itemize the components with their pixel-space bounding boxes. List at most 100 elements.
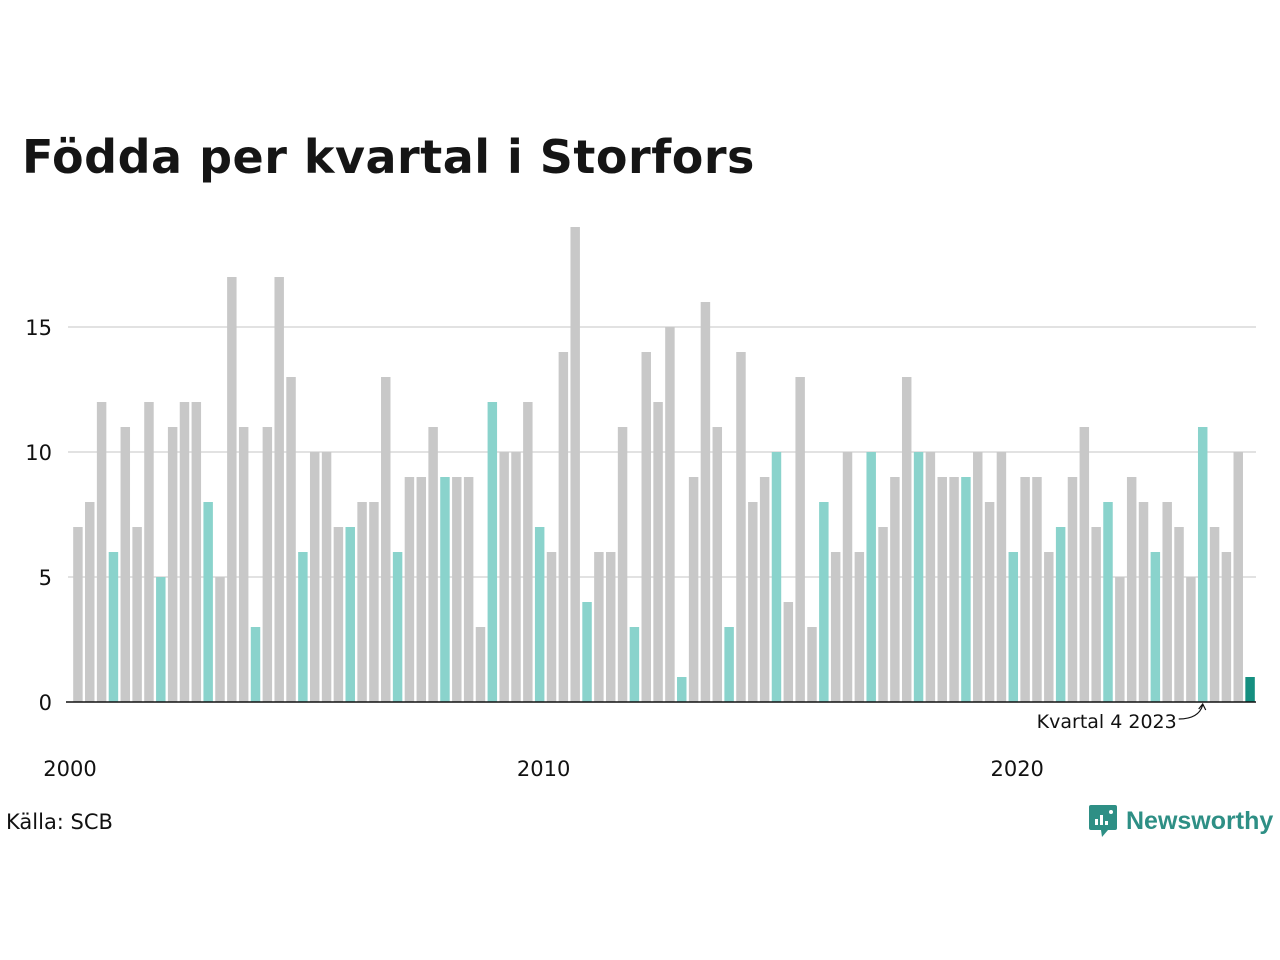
bar	[321, 452, 332, 702]
bar	[996, 452, 1007, 702]
bar	[795, 377, 805, 702]
bar	[250, 627, 261, 702]
bar	[1209, 527, 1220, 702]
bar	[842, 452, 853, 702]
bar	[712, 427, 723, 702]
latest-annotation: Kvartal 4 2023	[1037, 702, 1207, 733]
bar	[1115, 577, 1125, 702]
bar	[499, 452, 509, 702]
bar	[830, 552, 841, 702]
bar	[1008, 552, 1019, 702]
bar	[665, 327, 675, 702]
brand-logo[interactable]: Newsworthy	[1088, 803, 1273, 839]
x-tick-label: 2010	[517, 757, 570, 781]
bar	[73, 527, 83, 702]
bar	[1197, 427, 1208, 702]
x-tick-label: 2000	[43, 757, 96, 781]
bar	[1221, 552, 1232, 702]
bar	[1138, 502, 1149, 702]
bar	[1103, 502, 1113, 702]
bar	[1020, 477, 1030, 702]
bar	[1091, 527, 1101, 702]
bar	[546, 552, 557, 702]
bar	[85, 502, 95, 702]
bar	[274, 277, 284, 702]
bar	[700, 302, 711, 702]
bar	[605, 552, 616, 702]
bar	[937, 477, 947, 702]
newsworthy-logo-icon	[1089, 805, 1117, 837]
bar	[286, 377, 296, 702]
y-axis-ticks: 0 5 10 15	[25, 316, 52, 715]
bar	[452, 477, 462, 702]
bar	[203, 502, 213, 702]
bar	[511, 452, 521, 702]
x-tick-label: 2020	[990, 757, 1043, 781]
y-tick-label: 5	[39, 566, 52, 590]
bar	[144, 402, 154, 702]
bar	[298, 552, 308, 702]
bar	[463, 477, 474, 702]
bar	[1055, 527, 1066, 702]
bar	[404, 477, 415, 702]
brand-name: Newsworthy	[1126, 806, 1274, 835]
bar	[629, 627, 640, 702]
bar	[132, 527, 142, 702]
bar	[617, 427, 628, 702]
bar	[381, 377, 391, 702]
bar	[1067, 477, 1078, 702]
bar	[807, 627, 817, 702]
bar	[487, 402, 498, 702]
bar	[984, 502, 995, 702]
bar	[558, 352, 569, 702]
bar	[759, 477, 770, 702]
bar	[901, 377, 912, 702]
source-note: Källa: SCB	[6, 810, 113, 834]
bar	[736, 352, 746, 702]
bar	[357, 502, 367, 702]
bar	[594, 552, 604, 702]
bar	[1245, 677, 1255, 702]
bar	[167, 427, 178, 702]
bar	[748, 502, 758, 702]
bar	[262, 427, 273, 702]
bar	[1032, 477, 1042, 702]
y-tick-label: 15	[25, 316, 52, 340]
bar	[392, 552, 403, 702]
bar	[238, 427, 249, 702]
bar	[1044, 552, 1054, 702]
bar	[369, 502, 379, 702]
bar	[653, 402, 663, 702]
bar	[1079, 427, 1090, 702]
bar	[677, 677, 687, 702]
bar	[771, 452, 782, 702]
bar	[913, 452, 924, 702]
bar	[333, 527, 344, 702]
bar	[819, 502, 829, 702]
bar	[1233, 452, 1243, 702]
y-tick-label: 10	[25, 441, 52, 465]
bar	[854, 552, 865, 702]
bar	[866, 452, 876, 702]
annotation-arrow	[1178, 702, 1207, 720]
bar	[1186, 577, 1196, 702]
bar-chart: 0 5 10 15 2000 2010 2020 Kvartal 4 2023	[25, 227, 1256, 781]
bar	[345, 527, 355, 702]
bar	[1126, 477, 1137, 702]
bar	[416, 477, 427, 702]
bar	[1150, 552, 1161, 702]
bar	[428, 427, 438, 702]
bar	[523, 402, 533, 702]
bars	[73, 227, 1255, 702]
bar	[534, 527, 545, 702]
bar	[783, 602, 794, 702]
bar	[108, 552, 119, 702]
bar	[440, 477, 450, 702]
bar	[641, 352, 651, 702]
bar	[878, 527, 888, 702]
bar	[475, 627, 486, 702]
bar	[961, 477, 971, 702]
bar	[96, 402, 107, 702]
bar	[724, 627, 734, 702]
bar	[890, 477, 900, 702]
